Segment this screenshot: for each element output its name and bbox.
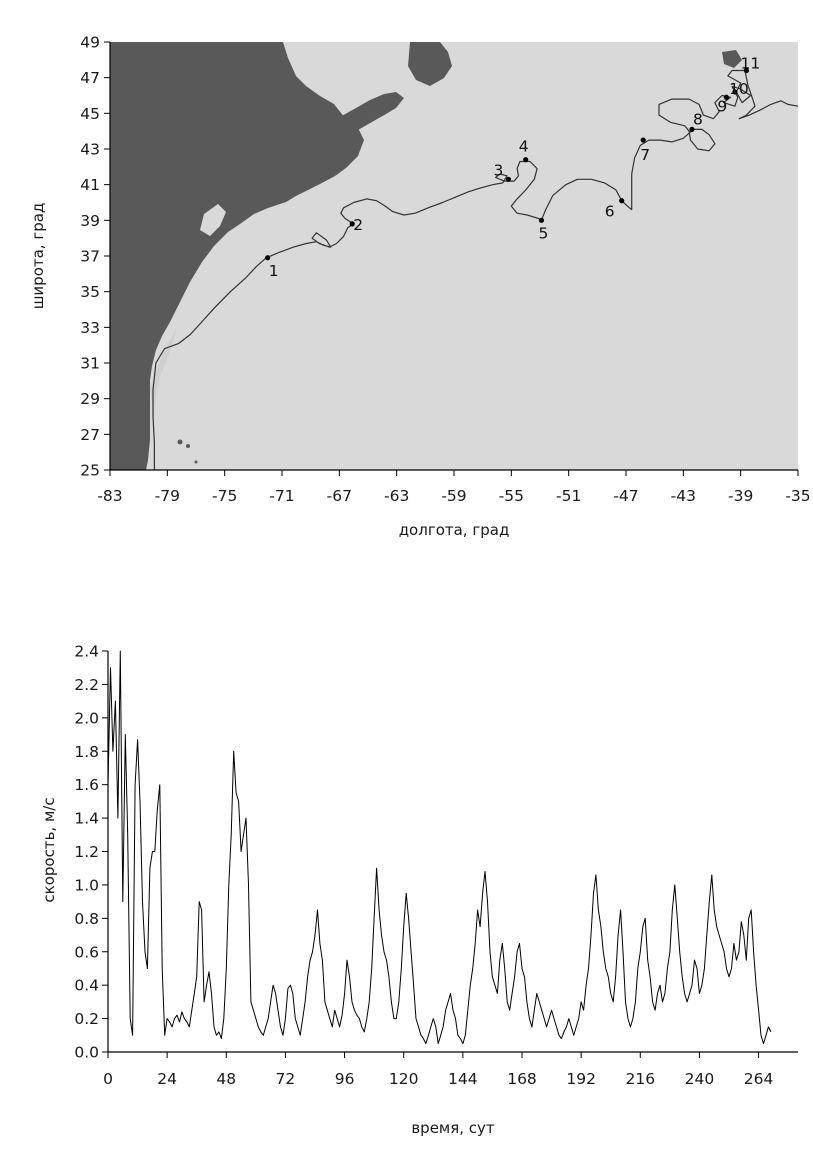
ts-y-tick-label: 2.2 (74, 676, 99, 694)
map-x-tick-label: -55 (499, 487, 524, 505)
ts-y-tick-label: 1.0 (74, 876, 99, 894)
land-newfoundland (408, 42, 452, 86)
map-x-tick-label: -35 (785, 487, 810, 505)
map-x-tick-label: -75 (212, 487, 237, 505)
map-y-tick-label: 31 (80, 355, 100, 373)
trajectory-marker-label: 8 (693, 110, 703, 128)
trajectory-marker-label: 10 (729, 80, 749, 98)
trajectory-marker-label: 1 (269, 262, 279, 280)
map-land (110, 42, 742, 470)
ts-x-tick-label: 264 (744, 1070, 774, 1088)
ts-x-tick-label: 0 (103, 1070, 113, 1088)
map-y-tick-label: 29 (80, 390, 100, 408)
land-island-3 (194, 460, 198, 464)
map-y-tick-label: 27 (80, 426, 100, 444)
map-y-tick-label: 41 (80, 176, 100, 194)
trajectory-marker-7 (640, 137, 646, 143)
trajectory-marker-label: 9 (717, 97, 727, 115)
map-y-tick-label: 49 (80, 34, 100, 52)
map-y-tick-label: 35 (80, 283, 100, 301)
map-x-tick-label: -39 (728, 487, 753, 505)
trajectory-marker-label: 2 (353, 216, 363, 234)
trajectory-marker-3 (505, 176, 512, 182)
map-x-tick-label: -67 (327, 487, 352, 505)
land-greenland-tip (722, 50, 742, 68)
map-x-tick-label: -59 (441, 487, 466, 505)
map-y-tick-label: 25 (80, 462, 100, 480)
ts-x-tick-label: 48 (216, 1070, 236, 1088)
ts-x-tick-label: 24 (157, 1070, 177, 1088)
ts-y-axis-label: скорость, м/с (40, 797, 58, 902)
trajectory-marker-5 (538, 217, 545, 223)
speed-series (107, 650, 772, 1045)
land-shelf-coast (150, 330, 176, 420)
trajectory-marker-4 (523, 157, 529, 163)
ts-y-tick-label: 1.4 (74, 810, 99, 828)
trajectory-marker-label: 11 (741, 55, 761, 73)
trajectory-marker-label: 4 (519, 138, 529, 156)
map-y-tick-label: 43 (80, 141, 100, 159)
ts-x-tick-label: 216 (625, 1070, 655, 1088)
trajectory-marker-6 (619, 198, 625, 204)
map-y-axis-label: широта, град (29, 203, 47, 310)
ts-y-tick-label: 0.2 (74, 1010, 99, 1028)
ts-y-tick-label: 1.8 (74, 743, 99, 761)
map-x-tick-label: -83 (97, 487, 122, 505)
trajectory-marker-label: 3 (494, 161, 504, 179)
map-x-tick-label: -47 (613, 487, 638, 505)
map-x-tick-label: -51 (556, 487, 581, 505)
trajectory-marker-11 (743, 67, 750, 74)
map-x-tick-label: -63 (384, 487, 409, 505)
ts-y-tick-label: 0.0 (74, 1044, 99, 1062)
ts-y-tick-label: 0.4 (74, 977, 99, 995)
trajectory-marker-8 (689, 126, 695, 132)
map-y-tick-label: 47 (80, 69, 100, 87)
ts-x-tick-label: 168 (507, 1070, 537, 1088)
map-y-tick-label: 45 (80, 105, 100, 123)
trajectory-marker-2 (349, 221, 355, 227)
ts-x-tick-label: 240 (685, 1070, 715, 1088)
map-x-axis-label: долгота, град (399, 521, 510, 539)
land-island-2 (186, 444, 190, 448)
speed-line (107, 650, 772, 1045)
map-y-tick-label: 37 (80, 248, 100, 266)
ts-x-axis-label: время, сут (411, 1119, 495, 1137)
ts-x-ticks: 0 24 48 72 96 120 144 168 192 216 240 264 (103, 1052, 773, 1088)
ts-y-tick-label: 2.0 (74, 709, 99, 727)
map-y-tick-label: 33 (80, 319, 100, 337)
ts-y-ticks: 2.4 2.2 2.0 1.8 1.6 1.4 1.2 1.0 0.8 0.6 0.4 0.2 0.0 (74, 643, 108, 1062)
ts-y-tick-label: 2.4 (74, 643, 99, 661)
trajectory-marker-label: 5 (538, 224, 548, 242)
land-chesapeake (200, 204, 226, 236)
map-x-tick-label: -79 (155, 487, 180, 505)
trajectory-marker-1 (265, 255, 271, 261)
map-x-tick-label: -71 (269, 487, 294, 505)
ts-y-tick-label: 0.6 (74, 943, 99, 961)
trajectory-marker-9 (723, 94, 729, 100)
trajectory-marker-label: 6 (605, 203, 615, 221)
trajectory-marker-10 (732, 89, 738, 95)
ts-y-tick-label: 0.8 (74, 910, 99, 928)
ts-y-tick-label: 1.2 (74, 843, 99, 861)
ts-x-tick-label: 120 (389, 1070, 419, 1088)
map-x-ticks: -83 -79 -75 -71 -67 -63 -59 -55 -51 -47 -43 -39 -35 (97, 470, 811, 505)
land-island-1 (177, 439, 183, 445)
ts-x-tick-label: 96 (335, 1070, 355, 1088)
map-y-ticks: 49 47 45 43 41 39 37 35 33 31 29 27 25 (80, 34, 110, 480)
map-y-tick-label: 39 (80, 212, 100, 230)
ts-x-tick-label: 72 (276, 1070, 296, 1088)
speed-timeseries: 0 24 48 72 96 120 144 168 192 216 240 264 2.4 2.2 2.0… (40, 643, 798, 1137)
ts-x-tick-label: 192 (566, 1070, 596, 1088)
land-north-america (110, 42, 364, 470)
map-x-tick-label: -43 (671, 487, 696, 505)
trajectory-marker-label: 7 (640, 146, 650, 164)
land-nova-scotia (322, 92, 404, 136)
ts-y-tick-label: 1.6 (74, 776, 99, 794)
ts-x-tick-label: 144 (448, 1070, 478, 1088)
